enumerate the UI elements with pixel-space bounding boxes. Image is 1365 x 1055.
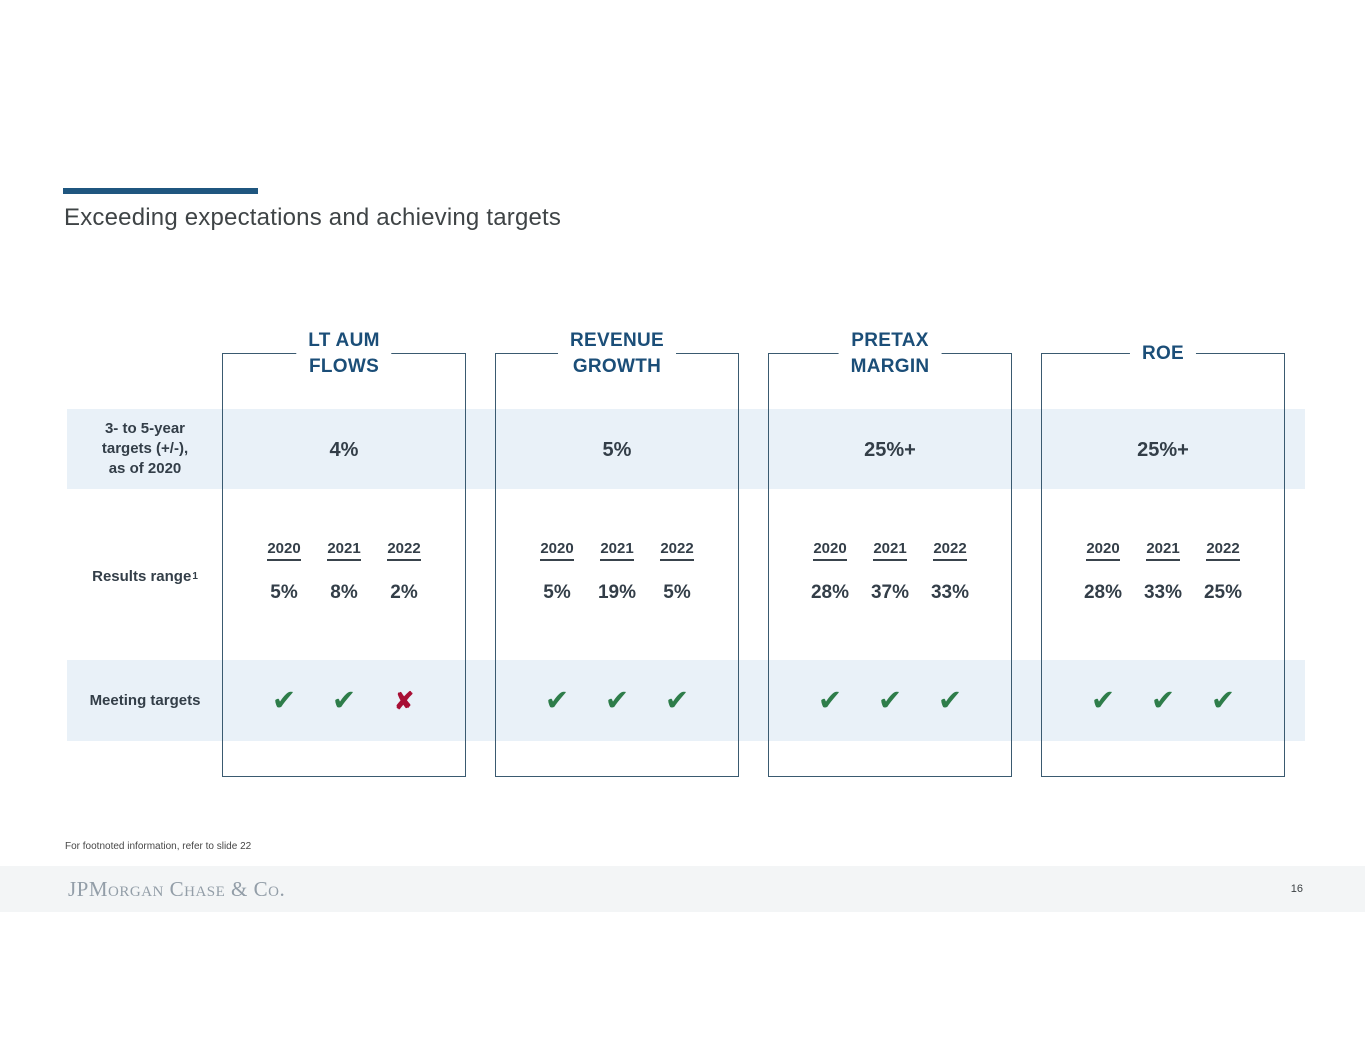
mark-cell: ✔ bbox=[314, 661, 374, 742]
year-label: 2021 bbox=[873, 540, 907, 561]
year-label: 2021 bbox=[600, 540, 634, 561]
year-label: 2022 bbox=[1206, 540, 1240, 561]
year-cell: 2022 bbox=[1193, 540, 1253, 561]
years-row: 2020 2021 2022 bbox=[800, 540, 980, 561]
result-value: 33% bbox=[1143, 582, 1183, 603]
meeting-row-band bbox=[67, 660, 1305, 741]
target-value: 25%+ bbox=[1137, 438, 1189, 461]
year-label: 2022 bbox=[387, 540, 421, 561]
target-value: 4% bbox=[329, 438, 359, 461]
mark-cell: ✔ bbox=[647, 661, 707, 742]
metric-box-revenue-growth: REVENUE GROWTH 5% 2020 2021 2022 5% 19% … bbox=[495, 328, 739, 777]
results-row: 28% 33% 25% bbox=[1073, 578, 1253, 608]
row-label-results-text: Results range bbox=[92, 568, 192, 585]
mark-cell: ✔ bbox=[1193, 661, 1253, 742]
page-number: 16 bbox=[1290, 883, 1303, 895]
check-icon: ✔ bbox=[877, 685, 903, 717]
year-cell: 2020 bbox=[254, 540, 314, 561]
cross-icon: ✘ bbox=[393, 687, 415, 715]
mark-cell: ✔ bbox=[800, 661, 860, 742]
check-icon: ✔ bbox=[1210, 685, 1236, 717]
years-row: 2020 2021 2022 bbox=[1073, 540, 1253, 561]
year-label: 2020 bbox=[1086, 540, 1120, 561]
result-value: 33% bbox=[930, 582, 970, 603]
year-label: 2020 bbox=[813, 540, 847, 561]
marks-row: ✔ ✔ ✔ bbox=[800, 661, 980, 742]
results-row: 5% 19% 5% bbox=[527, 578, 707, 608]
row-label-results: Results range 1 bbox=[92, 568, 198, 585]
year-label: 2020 bbox=[267, 540, 301, 561]
check-icon: ✔ bbox=[331, 685, 357, 717]
year-cell: 2022 bbox=[374, 540, 434, 561]
check-icon: ✔ bbox=[817, 685, 843, 717]
check-icon: ✔ bbox=[604, 685, 630, 717]
title-accent-bar bbox=[63, 188, 258, 194]
results-row: 28% 37% 33% bbox=[800, 578, 980, 608]
year-label: 2021 bbox=[1146, 540, 1180, 561]
check-icon: ✔ bbox=[544, 685, 570, 717]
result-value: 28% bbox=[1083, 582, 1123, 603]
year-cell: 2022 bbox=[920, 540, 980, 561]
jpmorgan-chase-logo: JPMorgan Chase & Co. bbox=[68, 877, 286, 901]
result-value: 5% bbox=[663, 582, 691, 603]
year-cell: 2021 bbox=[587, 540, 647, 561]
metric-header-revenue-growth: REVENUE GROWTH bbox=[558, 328, 676, 380]
slide-title: Exceeding expectations and achieving tar… bbox=[64, 204, 562, 231]
year-cell: 2020 bbox=[1073, 540, 1133, 561]
years-row: 2020 2021 2022 bbox=[527, 540, 707, 561]
mark-cell: ✔ bbox=[860, 661, 920, 742]
footer-bar: JPMorgan Chase & Co. 16 bbox=[0, 866, 1365, 912]
metric-header-roe: ROE bbox=[1129, 341, 1197, 367]
check-icon: ✔ bbox=[664, 685, 690, 717]
check-icon: ✔ bbox=[1150, 685, 1176, 717]
metric-box-lt-aum-flows: LT AUM FLOWS 4% 2020 2021 2022 5% 8% 2% … bbox=[222, 328, 466, 777]
year-label: 2022 bbox=[660, 540, 694, 561]
mark-cell: ✔ bbox=[587, 661, 647, 742]
year-cell: 2022 bbox=[647, 540, 707, 561]
mark-cell: ✔ bbox=[254, 661, 314, 742]
row-label-meeting: Meeting targets bbox=[89, 691, 201, 709]
marks-row: ✔ ✔ ✘ bbox=[254, 661, 434, 742]
marks-row: ✔ ✔ ✔ bbox=[1073, 661, 1253, 742]
marks-row: ✔ ✔ ✔ bbox=[527, 661, 707, 742]
check-icon: ✔ bbox=[271, 685, 297, 717]
result-value: 25% bbox=[1203, 582, 1243, 603]
mark-cell: ✔ bbox=[920, 661, 980, 742]
year-label: 2021 bbox=[327, 540, 361, 561]
year-cell: 2020 bbox=[527, 540, 587, 561]
year-cell: 2021 bbox=[314, 540, 374, 561]
targets-row-band bbox=[67, 409, 1305, 489]
results-row: 5% 8% 2% bbox=[254, 578, 434, 608]
year-label: 2020 bbox=[540, 540, 574, 561]
result-value: 5% bbox=[270, 582, 298, 603]
check-icon: ✔ bbox=[937, 685, 963, 717]
years-row: 2020 2021 2022 bbox=[254, 540, 434, 561]
mark-cell: ✘ bbox=[374, 661, 434, 742]
year-cell: 2020 bbox=[800, 540, 860, 561]
result-value: 19% bbox=[597, 582, 637, 603]
result-value: 2% bbox=[390, 582, 418, 603]
result-value: 28% bbox=[810, 582, 850, 603]
result-value: 37% bbox=[870, 582, 910, 603]
year-label: 2022 bbox=[933, 540, 967, 561]
metric-header-pretax-margin: PRETAX MARGIN bbox=[838, 328, 942, 380]
year-cell: 2021 bbox=[860, 540, 920, 561]
metric-header-lt-aum-flows: LT AUM FLOWS bbox=[296, 328, 392, 380]
target-value: 25%+ bbox=[864, 438, 916, 461]
mark-cell: ✔ bbox=[1073, 661, 1133, 742]
metric-box-roe: ROE 25%+ 2020 2021 2022 28% 33% 25% ✔ ✔ … bbox=[1041, 341, 1285, 777]
row-label-targets: 3- to 5-year targets (+/-), as of 2020 bbox=[101, 420, 189, 477]
footnote-text: For footnoted information, refer to slid… bbox=[65, 841, 252, 852]
mark-cell: ✔ bbox=[1133, 661, 1193, 742]
metric-box-pretax-margin: PRETAX MARGIN 25%+ 2020 2021 2022 28% 37… bbox=[768, 328, 1012, 777]
mark-cell: ✔ bbox=[527, 661, 587, 742]
target-value: 5% bbox=[602, 438, 632, 461]
check-icon: ✔ bbox=[1090, 685, 1116, 717]
year-cell: 2021 bbox=[1133, 540, 1193, 561]
result-value: 8% bbox=[330, 582, 358, 603]
result-value: 5% bbox=[543, 582, 571, 603]
